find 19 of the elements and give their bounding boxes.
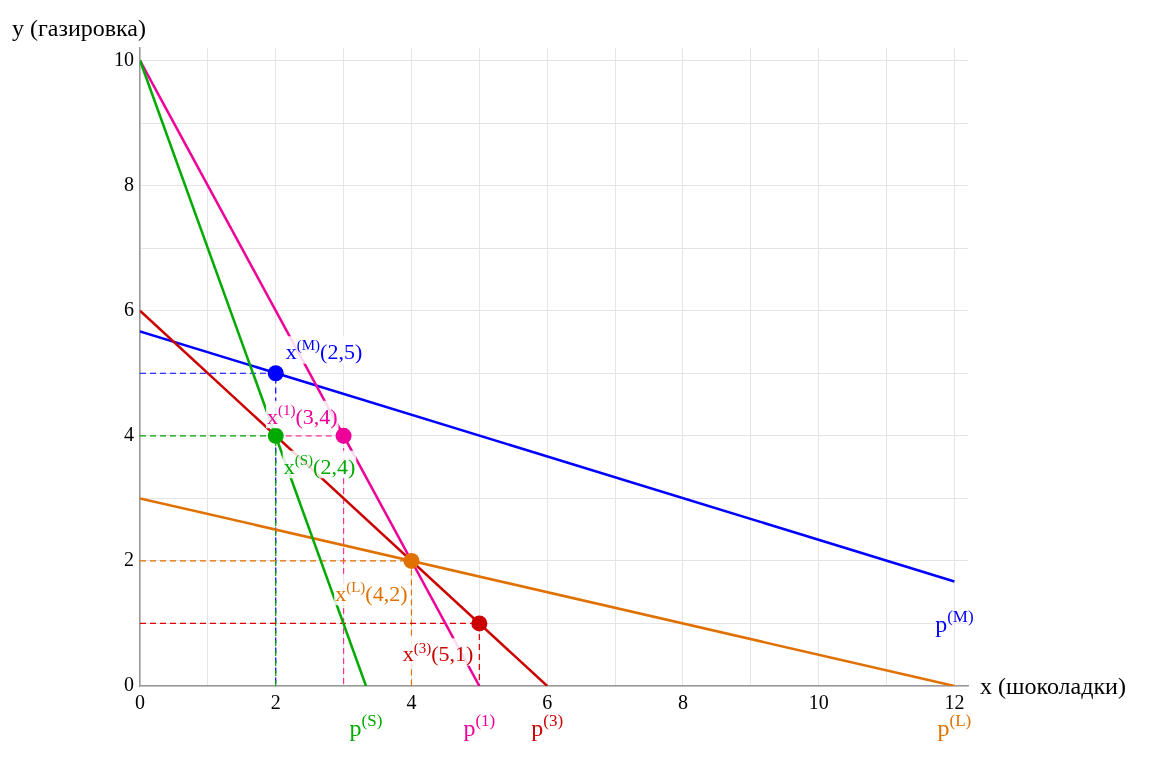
y-tick-label: 8 [124,172,134,195]
point [471,615,488,632]
point [267,365,284,382]
x-tick-label: 8 [677,691,688,714]
y-tick-label: 10 [114,47,134,70]
point [267,427,284,444]
point [335,427,352,444]
x-tick-label: 12 [944,691,965,714]
x-axis-title: x (шоколадки) [980,673,1126,699]
y-axis-title: y (газировка) [11,15,147,41]
y-tick-label: 0 [124,673,134,696]
y-tick-label: 6 [124,297,134,320]
point [403,552,420,569]
y-tick-label: 4 [124,423,134,446]
x-tick-label: 6 [542,691,553,714]
x-tick-label: 4 [406,691,417,714]
y-tick-label: 2 [124,548,134,571]
x-tick-label: 2 [270,691,281,714]
x-tick-label: 10 [808,691,829,714]
